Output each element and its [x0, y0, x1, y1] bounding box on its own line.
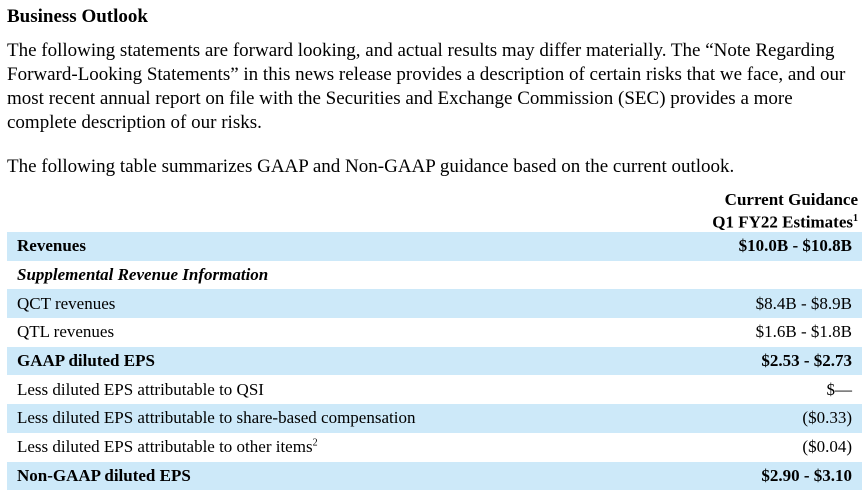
guidance-table: Revenues $10.0B - $10.8B Supplemental Re… [7, 232, 862, 491]
row-label: QTL revenues [17, 322, 115, 342]
row-label: GAAP diluted EPS [7, 346, 632, 376]
column-header-line2: Q1 FY22 Estimates1 [712, 212, 858, 232]
footnote-marker: 2 [312, 437, 318, 449]
row-value: $2.53 - $2.73 [632, 346, 862, 376]
row-label: QCT revenues [7, 289, 632, 319]
table-row-other-items: Less diluted EPS attributable to other i… [7, 433, 862, 462]
row-value: $2.90 - $3.10 [632, 461, 862, 491]
table-row-gaap-eps: GAAP diluted EPS $2.53 - $2.73 [7, 346, 862, 376]
row-value [632, 261, 862, 290]
row-value: ($0.04) [802, 437, 852, 457]
row-value: $10.0B - $10.8B [632, 232, 862, 261]
row-value: $1.6B - $1.8B [755, 322, 852, 342]
row-value: $— [826, 379, 853, 399]
row-label: Less diluted EPS attributable to other i… [17, 437, 318, 457]
table-row-qtl: QTL revenues $1.6B - $1.8B [7, 318, 862, 347]
row-label: Revenues [7, 232, 632, 261]
table-row-non-gaap-eps: Non-GAAP diluted EPS $2.90 - $3.10 [7, 461, 862, 491]
column-header: Current Guidance Q1 FY22 Estimates1 [648, 190, 858, 234]
table-row-share-based: Less diluted EPS attributable to share-b… [7, 404, 862, 433]
row-label: Less diluted EPS attributable to QSI [17, 379, 264, 399]
table-row-revenues: Revenues $10.0B - $10.8B [7, 232, 862, 261]
intro-paragraph: The following statements are forward loo… [7, 40, 846, 133]
section-heading: Business Outlook [7, 6, 148, 27]
row-label: Non-GAAP diluted EPS [7, 461, 632, 491]
footnote-marker: 1 [853, 213, 858, 224]
table-row-supplemental: Supplemental Revenue Information [7, 261, 862, 290]
row-label: Supplemental Revenue Information [17, 265, 269, 285]
row-value: $8.4B - $8.9B [632, 289, 862, 319]
row-label: Less diluted EPS attributable to share-b… [7, 404, 632, 433]
summary-paragraph: The following table summarizes GAAP and … [7, 156, 735, 177]
table-row-qct: QCT revenues $8.4B - $8.9B [7, 289, 862, 319]
column-header-line1: Current Guidance [724, 190, 858, 209]
table-row-qsi: Less diluted EPS attributable to QSI $— [7, 375, 862, 404]
row-value: ($0.33) [632, 404, 862, 433]
